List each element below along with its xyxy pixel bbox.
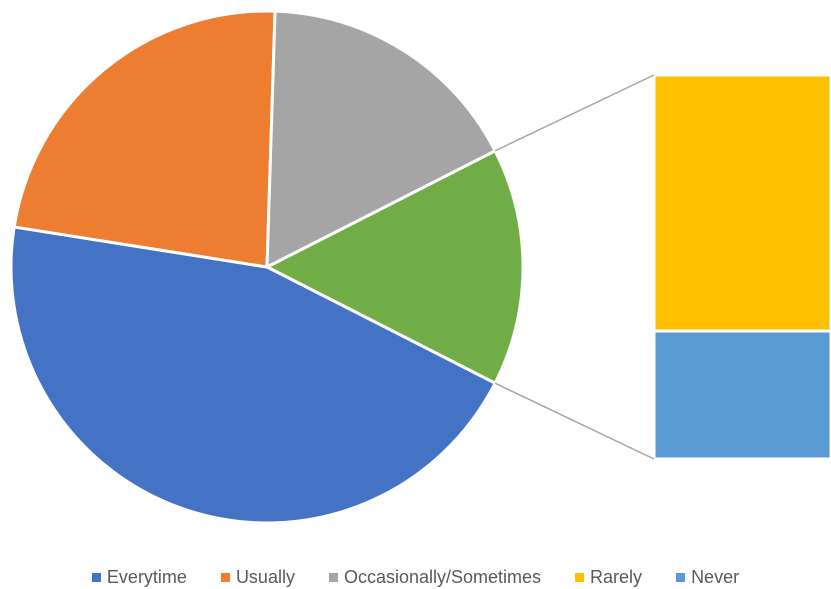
connector-line-bottom <box>494 382 655 460</box>
pie-slice-usually <box>12 9 277 269</box>
bar-segment-rarely <box>652 73 831 333</box>
legend-label: Rarely <box>590 566 643 587</box>
legend: Everytime Usually Occasionally/Sometimes Ra… <box>0 565 831 589</box>
legend-item-never: Never <box>676 567 739 588</box>
pie-slice-everytime <box>9 225 497 525</box>
legend-label: Everytime <box>106 566 187 587</box>
legend-swatch <box>575 572 585 582</box>
legend-label: Usually <box>235 566 295 587</box>
legend-label: Never <box>691 566 740 587</box>
pie-slice-other <box>265 149 525 385</box>
pie-slice-occasionally-sometimes <box>265 9 497 269</box>
legend-swatch <box>91 572 101 582</box>
secondary-bar-group <box>652 73 831 461</box>
legend-swatch <box>676 572 686 582</box>
legend-label: Occasionally/Sometimes <box>343 566 542 587</box>
legend-item-rarely: Rarely <box>575 567 642 588</box>
connector-lines <box>494 74 655 460</box>
legend-swatch <box>220 572 230 582</box>
legend-item-occasionally-sometimes: Occasionally/Sometimes <box>328 566 542 588</box>
pie-group <box>9 9 525 525</box>
bar-segment-never <box>652 329 831 461</box>
legend-item-everytime: Everytime <box>91 566 187 588</box>
legend-swatch <box>328 572 338 582</box>
connector-line-top <box>494 74 655 152</box>
legend-item-usually: Usually <box>220 566 295 588</box>
